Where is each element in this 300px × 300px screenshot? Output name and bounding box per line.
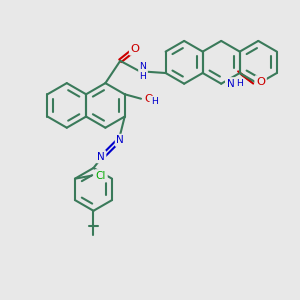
Text: N
H: N H — [140, 61, 146, 81]
Text: H: H — [236, 79, 243, 88]
Text: Cl: Cl — [96, 171, 106, 181]
Text: N: N — [116, 135, 124, 145]
Text: O: O — [130, 44, 140, 54]
Text: N: N — [226, 79, 234, 89]
Text: N: N — [97, 152, 105, 162]
Text: O: O — [145, 94, 154, 104]
Text: H: H — [151, 97, 158, 106]
Text: O: O — [256, 77, 265, 87]
